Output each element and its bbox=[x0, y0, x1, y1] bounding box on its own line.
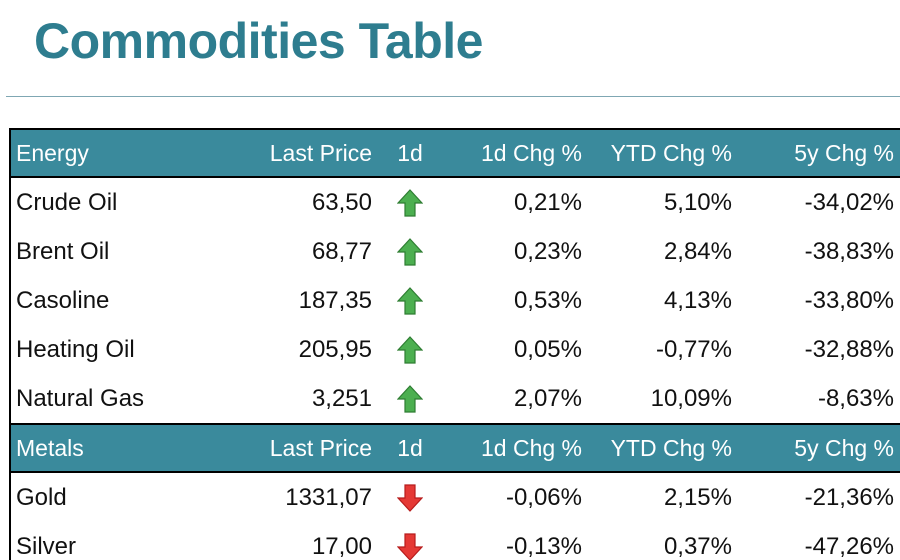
section-title: Energy bbox=[11, 130, 230, 178]
section-header-metals: Metals Last Price 1d 1d Chg % YTD Chg % 5y Ch… bbox=[11, 424, 900, 473]
last-price: 3,251 bbox=[230, 374, 380, 425]
change-5y: -34,02% bbox=[804, 188, 894, 216]
commodities-table: Energy Last Price 1d 1d Chg % YTD Chg % 5y Ch… bbox=[9, 128, 900, 560]
section-title: Metals bbox=[11, 424, 230, 473]
table-row: Heating Oil 205,95 0,05% -0,77% -32,88% bbox=[11, 325, 900, 374]
commodity-name: Brent Oil bbox=[16, 237, 110, 265]
change-ytd: 2,15% bbox=[663, 483, 732, 511]
change-ytd: 0,37% bbox=[663, 532, 732, 560]
direction-cell bbox=[380, 522, 440, 560]
last-price: 17,00 bbox=[311, 532, 372, 560]
column-header-5y-chg: 5y Chg % bbox=[740, 130, 900, 178]
direction-cell bbox=[380, 325, 440, 374]
column-header-1d-chg: 1d Chg % bbox=[440, 130, 590, 178]
change-5y: -47,26% bbox=[804, 532, 894, 560]
commodity-name: Gold bbox=[16, 483, 67, 511]
column-header-1d-chg: 1d Chg % bbox=[440, 424, 590, 473]
direction-cell bbox=[380, 276, 440, 325]
last-price: 68,77 bbox=[311, 237, 372, 265]
last-price: 187,35 bbox=[298, 286, 372, 314]
table-row: Silver 17,00 -0,13% 0,37% -47,26% bbox=[11, 522, 900, 560]
up-arrow-icon bbox=[397, 335, 423, 364]
change-ytd: 10,09% bbox=[590, 374, 740, 425]
change-1d: 0,05% bbox=[513, 335, 582, 363]
change-1d: 0,21% bbox=[513, 188, 582, 216]
section-header-energy: Energy Last Price 1d 1d Chg % YTD Chg % 5y Ch… bbox=[11, 130, 900, 178]
column-header-last-price: Last Price bbox=[230, 424, 380, 473]
commodity-name: Natural Gas bbox=[11, 374, 230, 425]
last-price: 1331,07 bbox=[285, 483, 372, 511]
column-header-5y-chg: 5y Chg % bbox=[740, 424, 900, 473]
up-arrow-icon bbox=[397, 286, 423, 315]
last-price: 205,95 bbox=[298, 335, 372, 363]
change-5y: -8,63% bbox=[740, 374, 900, 425]
change-ytd: 2,84% bbox=[663, 237, 732, 265]
change-5y: -32,88% bbox=[804, 335, 894, 363]
change-ytd: -0,77% bbox=[655, 335, 732, 363]
direction-cell bbox=[380, 177, 440, 227]
change-5y: -38,83% bbox=[804, 237, 894, 265]
direction-cell bbox=[380, 472, 440, 522]
last-price: 63,50 bbox=[311, 188, 372, 216]
column-header-1d: 1d bbox=[380, 130, 440, 178]
table-row: Casoline 187,35 0,53% 4,13% -33,80% bbox=[11, 276, 900, 325]
direction-cell bbox=[380, 374, 440, 425]
up-arrow-icon bbox=[397, 384, 423, 413]
page-title: Commodities Table bbox=[34, 13, 483, 69]
down-arrow-icon bbox=[397, 533, 423, 560]
change-1d: 0,23% bbox=[513, 237, 582, 265]
change-1d: -0,06% bbox=[505, 483, 582, 511]
change-1d: -0,13% bbox=[505, 532, 582, 560]
up-arrow-icon bbox=[397, 237, 423, 266]
table-row: Natural Gas 3,251 2,07% 10,09% -8,63% bbox=[11, 374, 900, 425]
change-1d: 2,07% bbox=[440, 374, 590, 425]
down-arrow-icon bbox=[397, 484, 423, 512]
table-row: Gold 1331,07 -0,06% 2,15% -21,36% bbox=[11, 472, 900, 522]
change-1d: 0,53% bbox=[513, 286, 582, 314]
column-header-ytd-chg: YTD Chg % bbox=[590, 424, 740, 473]
change-ytd: 4,13% bbox=[663, 286, 732, 314]
column-header-last-price: Last Price bbox=[230, 130, 380, 178]
commodity-name: Crude Oil bbox=[16, 188, 118, 216]
column-header-1d: 1d bbox=[380, 424, 440, 473]
table-row: Crude Oil 63,50 0,21% 5,10% -34,02% bbox=[11, 177, 900, 227]
commodity-name: Heating Oil bbox=[16, 335, 135, 363]
change-5y: -21,36% bbox=[804, 483, 894, 511]
up-arrow-icon bbox=[397, 188, 423, 217]
change-ytd: 5,10% bbox=[663, 188, 732, 216]
column-header-ytd-chg: YTD Chg % bbox=[590, 130, 740, 178]
title-divider bbox=[6, 96, 900, 97]
direction-cell bbox=[380, 227, 440, 276]
commodity-name: Casoline bbox=[16, 286, 110, 314]
change-5y: -33,80% bbox=[804, 286, 894, 314]
commodity-name: Silver bbox=[16, 532, 77, 560]
table-row: Brent Oil 68,77 0,23% 2,84% -38,83% bbox=[11, 227, 900, 276]
